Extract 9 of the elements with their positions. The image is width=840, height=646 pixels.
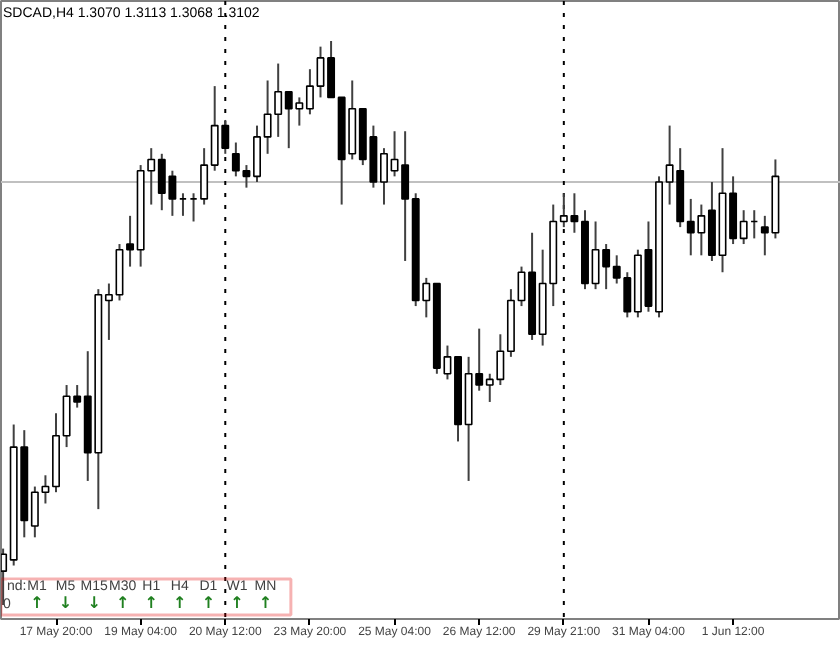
annotation: ↓ xyxy=(87,594,101,612)
annotation: ↓ xyxy=(58,594,73,612)
annotation: ↑ xyxy=(230,594,244,612)
annotation: ↑ xyxy=(201,594,216,612)
annotation: ↑ xyxy=(30,594,44,612)
annotation: ↑ xyxy=(258,594,273,612)
annotation: ↑ xyxy=(173,594,187,612)
annotation: ↑ xyxy=(115,594,130,612)
annotation: ↑ xyxy=(144,594,158,612)
